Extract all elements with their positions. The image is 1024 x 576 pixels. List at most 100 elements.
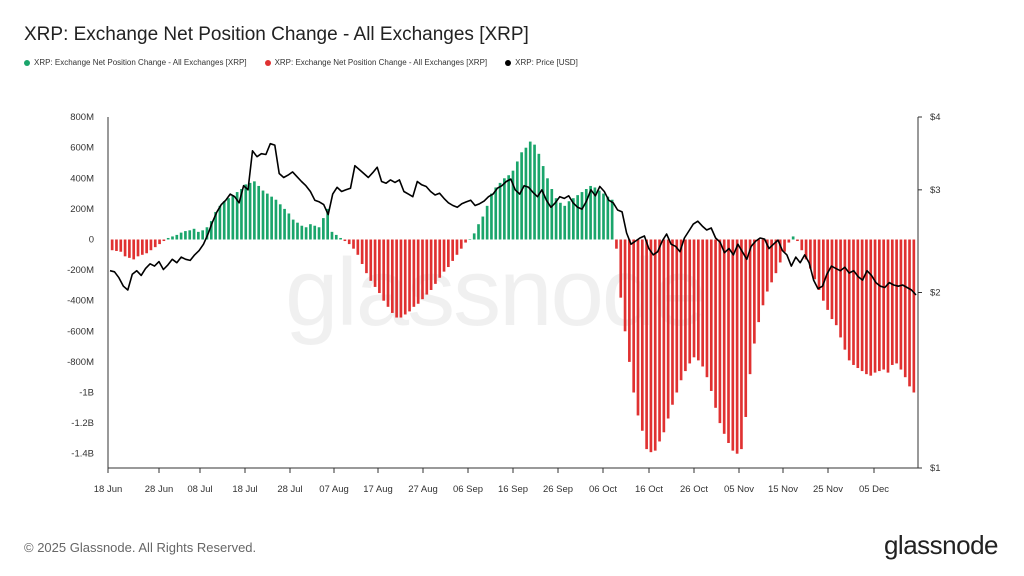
outflow-bar: [438, 239, 442, 278]
brand-logo: glassnode: [883, 530, 999, 560]
outflow-bar: [145, 239, 148, 254]
inflow-bar: [278, 204, 282, 240]
outflow-bar: [761, 239, 765, 306]
outflow-bar: [718, 239, 722, 424]
inflow-bar: [563, 205, 567, 240]
outflow-bar: [421, 239, 424, 300]
outflow-bar: [908, 239, 911, 387]
inflow-bar: [485, 205, 489, 240]
outflow-bar: [115, 239, 118, 251]
y-left-tick-label: -200M: [67, 265, 94, 276]
outflow-bar: [653, 239, 657, 451]
inflow-bar: [584, 189, 588, 240]
outflow-bar: [132, 239, 136, 260]
legend-item-price[interactable]: XRP: Price [USD]: [505, 58, 578, 67]
inflow-bar: [175, 234, 179, 240]
outflow-bar: [459, 239, 463, 249]
inflow-bar: [490, 193, 493, 240]
inflow-bar: [507, 175, 511, 240]
x-tick-label: 28 Jun: [145, 484, 174, 495]
outflow-bar: [796, 239, 799, 242]
x-tick-label: 07 Aug: [319, 484, 349, 495]
outflow-bar: [817, 239, 821, 290]
legend-item-negative[interactable]: XRP: Exchange Net Position Change - All …: [264, 58, 488, 67]
inflow-bar: [287, 213, 291, 240]
inflow-bar: [283, 208, 286, 240]
inflow-bar: [240, 189, 243, 240]
legend-label-positive: XRP: Exchange Net Position Change - All …: [34, 58, 247, 67]
inflow-bar: [576, 195, 579, 240]
outflow-bar: [886, 239, 890, 373]
outflow-bar: [675, 239, 679, 393]
inflow-bar: [515, 161, 519, 240]
inflow-bar: [261, 190, 265, 240]
x-tick-label: 27 Aug: [408, 484, 438, 495]
outflow-bar: [882, 239, 886, 370]
outflow-bar: [692, 239, 696, 358]
y-left-tick-label: -400M: [67, 296, 94, 307]
outflow-bar: [636, 239, 640, 416]
inflow-bar: [468, 239, 472, 240]
outflow-bar: [666, 239, 670, 419]
outflow-bar: [757, 239, 761, 323]
inflow-bar: [511, 170, 515, 240]
inflow-bar: [554, 198, 558, 240]
outflow-bar: [123, 239, 127, 257]
inflow-bar: [179, 232, 183, 240]
outflow-bar: [826, 239, 829, 310]
inflow-bar: [171, 236, 174, 240]
x-tick-label: 05 Nov: [724, 484, 754, 495]
inflow-bar: [209, 221, 213, 240]
outflow-bar: [890, 239, 894, 365]
inflow-bar: [296, 222, 299, 240]
outflow-bar: [748, 239, 752, 375]
legend-dot-positive: [24, 59, 30, 66]
inflow-bar: [546, 178, 549, 240]
inflow-bar: [503, 178, 506, 240]
inflow-bar: [166, 237, 170, 240]
outflow-bar: [455, 239, 459, 255]
inflow-bar: [270, 196, 273, 240]
outflow-bar: [615, 239, 618, 249]
inflow-bar: [610, 199, 614, 240]
y-left-tick-label: -800M: [67, 357, 94, 368]
outflow-bar: [352, 239, 355, 249]
legend-label-price: XRP: Price [USD]: [515, 58, 578, 67]
legend-item-positive[interactable]: XRP: Exchange Net Position Change - All …: [24, 58, 247, 67]
outflow-bar: [619, 239, 623, 298]
y-right-tick-label: $2: [930, 288, 941, 299]
x-tick-label: 16 Oct: [635, 484, 663, 495]
inflow-bar: [481, 216, 485, 240]
legend-label-negative: XRP: Exchange Net Position Change - All …: [274, 58, 488, 67]
outflow-bar: [416, 239, 420, 304]
inflow-bar: [580, 192, 584, 240]
outflow-bar: [628, 239, 631, 362]
inflow-bar: [197, 231, 200, 240]
inflow-bar: [218, 205, 222, 240]
x-tick-label: 05 Dec: [859, 484, 889, 495]
y-left-tick-label: -1.4B: [71, 449, 94, 460]
y-left-tick-label: 400M: [70, 173, 94, 184]
outflow-bar: [839, 239, 842, 338]
inflow-bar: [602, 193, 605, 240]
inflow-bar: [606, 196, 610, 240]
x-tick-label: 17 Aug: [363, 484, 393, 495]
inflow-bar: [257, 185, 261, 240]
outflow-bar: [412, 239, 416, 307]
inflow-bar: [477, 224, 480, 240]
outflow-bar: [847, 239, 851, 361]
outflow-bar: [873, 239, 877, 373]
inflow-bar: [494, 187, 498, 240]
inflow-bar: [541, 166, 545, 240]
watermark: glassnode: [285, 239, 707, 346]
inflow-bar: [322, 218, 325, 240]
outflow-bar: [679, 239, 683, 381]
x-tick-label: 25 Nov: [813, 484, 843, 495]
outflow-bar: [714, 239, 717, 408]
outflow-bar: [809, 239, 812, 269]
x-tick-label: 16 Sep: [498, 484, 528, 495]
outflow-bar: [688, 239, 692, 364]
inflow-bar: [559, 202, 562, 240]
inflow-bar: [201, 230, 204, 240]
